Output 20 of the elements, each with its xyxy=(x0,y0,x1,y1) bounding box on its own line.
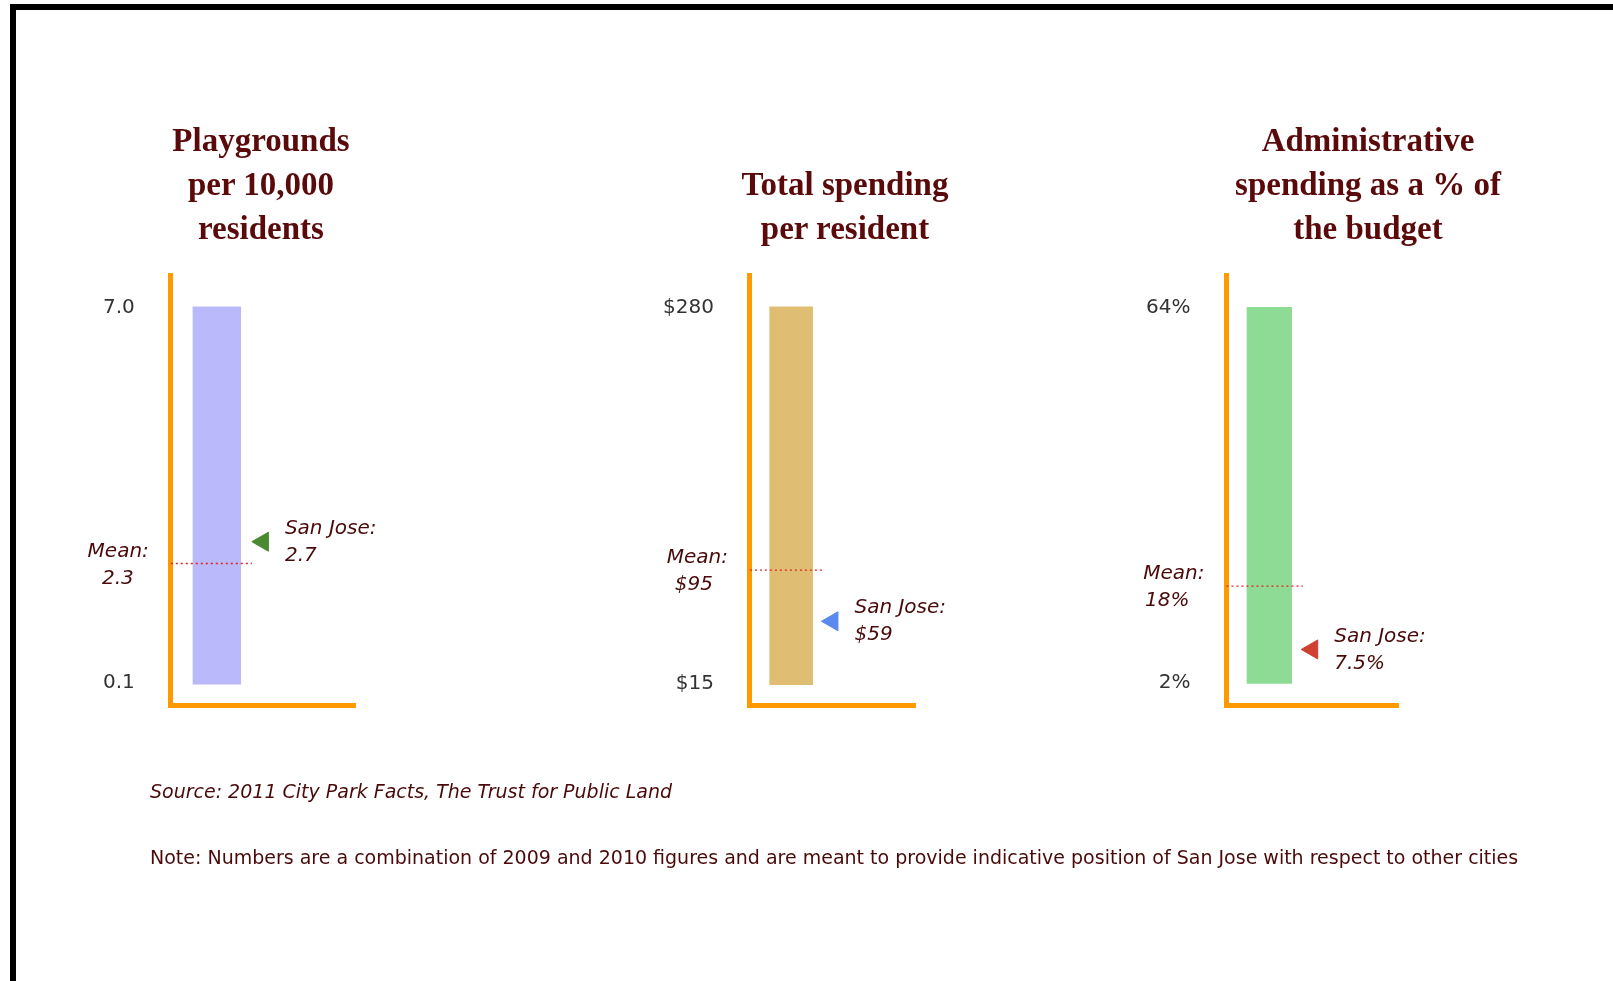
ref-line-label: Mean: 18% xyxy=(1143,560,1205,612)
chart-title: Total spending per resident xyxy=(740,165,950,248)
y-tick-label: 2% xyxy=(1158,668,1191,693)
chart-title: Playgrounds per 10,000 residents xyxy=(171,121,351,248)
y-tick-label: 0.1 xyxy=(102,669,135,694)
series-label: San Jose: xyxy=(284,514,377,539)
ref-line-label: Mean: 2.3 xyxy=(87,537,149,589)
series-label: San Jose: xyxy=(854,594,947,619)
source-note: Source: 2011 City Park Facts, The Trust for Public Land xyxy=(150,780,673,802)
data-label: $59 xyxy=(854,621,893,646)
y-tick-label: $280 xyxy=(662,293,714,318)
text: Note: Numbers are a combination of 2009 and 2010 figures and are meant to provide indicative position of San Jose with respect to other cities xyxy=(150,846,1519,868)
series-label: San Jose: xyxy=(1334,622,1426,647)
chart-title: Administrative spending as a % of the budget xyxy=(1234,121,1503,248)
data-label: 2.7 xyxy=(284,541,317,566)
y-tick-label: 7.0 xyxy=(102,293,135,318)
y-tick-label: $15 xyxy=(675,669,714,694)
y-tick-label: 64% xyxy=(1146,294,1191,319)
data-label: 7.5% xyxy=(1334,649,1386,674)
ref-line-label: Mean: $95 xyxy=(666,544,728,596)
